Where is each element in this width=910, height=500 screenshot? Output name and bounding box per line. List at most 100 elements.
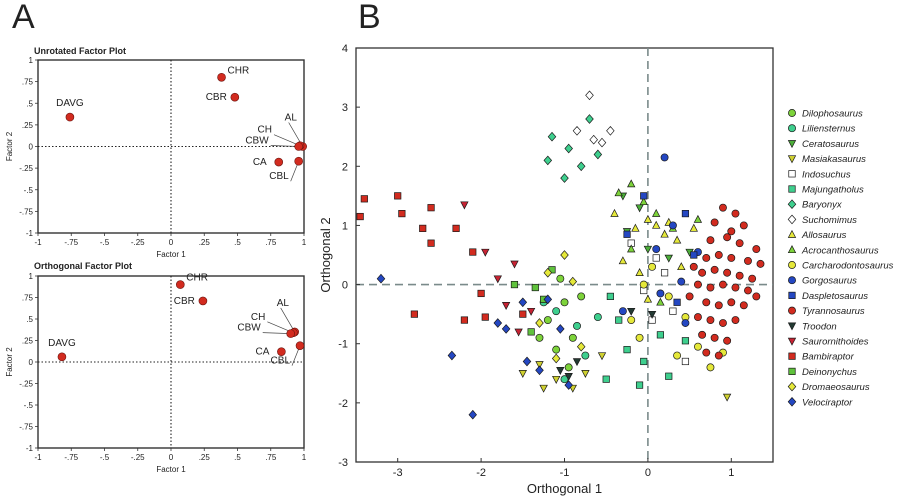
legend-marker xyxy=(788,306,796,315)
y-tick-label: 4 xyxy=(342,43,348,55)
data-point xyxy=(690,251,698,259)
data-point xyxy=(627,244,636,253)
data-point xyxy=(597,137,607,148)
data-point xyxy=(556,324,565,334)
loading-point xyxy=(294,156,303,166)
loading-point xyxy=(217,73,226,82)
data-point xyxy=(673,351,682,360)
data-point xyxy=(615,316,623,324)
x-tick-label: -.25 xyxy=(131,238,145,247)
y-tick-label: -2 xyxy=(338,398,348,410)
data-point xyxy=(610,208,619,217)
data-point xyxy=(543,155,553,166)
data-point xyxy=(547,131,557,142)
y-tick-label: -.25 xyxy=(19,380,33,389)
data-point xyxy=(576,341,586,352)
data-point xyxy=(665,372,673,380)
y-tick-label: -1 xyxy=(338,339,348,351)
legend-marker xyxy=(788,185,796,193)
data-point xyxy=(656,331,664,339)
data-point xyxy=(543,294,553,305)
legend-label: Bambiraptor xyxy=(802,352,855,363)
point-label: AL xyxy=(277,298,290,309)
data-point xyxy=(660,153,669,162)
data-point xyxy=(556,274,565,283)
data-point xyxy=(551,353,561,364)
data-point xyxy=(660,269,669,277)
point-label: CH xyxy=(258,125,272,136)
data-point xyxy=(706,236,715,245)
data-point xyxy=(681,319,690,327)
legend-label: Dilophosaurus xyxy=(802,109,863,120)
legend-label: Indosuchus xyxy=(802,169,851,180)
data-point xyxy=(693,280,702,289)
data-point xyxy=(501,302,511,310)
legend-marker xyxy=(788,261,796,269)
y-axis-label: Factor 2 xyxy=(5,347,14,377)
data-point xyxy=(735,271,744,280)
data-point xyxy=(656,297,665,306)
y-tick-label: -.75 xyxy=(19,423,33,432)
legend-marker xyxy=(788,367,796,375)
data-point xyxy=(660,229,669,238)
data-point xyxy=(577,292,586,301)
y-tick-label: 1 xyxy=(29,272,34,281)
point-label: CBW xyxy=(245,136,269,147)
legend-label: Troodon xyxy=(802,321,837,332)
unrotated-factor-plot: -1-1 -.75 -.75 -.5 -.5 -.25 -.25 0 0 .25 .25 .5 .5 .7… xyxy=(5,56,307,259)
chart-a1-title: Unrotated Factor Plot xyxy=(34,46,126,56)
data-point xyxy=(560,250,569,260)
data-point xyxy=(535,333,544,342)
data-point xyxy=(693,313,702,322)
y-tick-label: .25 xyxy=(22,337,34,346)
y-tick-label: -3 xyxy=(338,457,348,469)
legend-marker xyxy=(787,396,797,407)
data-point xyxy=(618,307,627,316)
x-axis-label: Factor 1 xyxy=(156,250,186,259)
data-point xyxy=(723,336,732,345)
data-point xyxy=(647,310,657,319)
data-point xyxy=(635,268,644,276)
data-point xyxy=(468,409,477,420)
data-point xyxy=(710,218,719,227)
x-tick-label: 1 xyxy=(302,453,307,462)
y-tick-label: .5 xyxy=(26,99,33,108)
x-tick-label: .5 xyxy=(234,238,241,247)
point-label: CA xyxy=(253,157,267,168)
point-label: CHR xyxy=(228,65,250,76)
data-point xyxy=(560,298,569,307)
data-point xyxy=(606,292,614,300)
x-tick-label: -.75 xyxy=(64,238,78,247)
data-point xyxy=(623,346,631,354)
data-point xyxy=(664,292,673,301)
legend-label: Tyrannosaurus xyxy=(802,306,865,317)
x-axis-label: Factor 1 xyxy=(156,465,186,474)
data-point xyxy=(756,259,765,268)
y-tick-label: 3 xyxy=(342,102,348,114)
data-point xyxy=(560,173,569,183)
data-point xyxy=(731,283,740,292)
y-tick-label: -.75 xyxy=(19,207,33,216)
y-tick-label: 0 xyxy=(29,143,34,152)
data-point xyxy=(643,294,653,303)
data-point xyxy=(543,316,552,325)
data-point xyxy=(640,357,648,366)
x-tick-label: 0 xyxy=(169,238,174,247)
data-point xyxy=(710,333,719,342)
data-point xyxy=(627,179,636,188)
data-point xyxy=(689,262,698,271)
data-point xyxy=(360,195,368,203)
y-tick-label: .75 xyxy=(22,78,34,87)
legend-marker xyxy=(788,352,796,360)
data-point xyxy=(648,262,657,271)
x-tick-label: 0 xyxy=(645,467,651,479)
data-point xyxy=(427,239,435,247)
data-point xyxy=(564,373,573,381)
legend-marker xyxy=(787,245,797,254)
data-point xyxy=(698,330,707,339)
orthogonal-factor-plot: -1-1 -.75 -.75 -.5 -.5 -.25 -.25 0 0 .25 .25 .5 .5 .7… xyxy=(5,272,307,474)
data-point xyxy=(702,254,711,262)
y-tick-label: -.5 xyxy=(24,401,34,410)
data-point xyxy=(535,318,544,328)
